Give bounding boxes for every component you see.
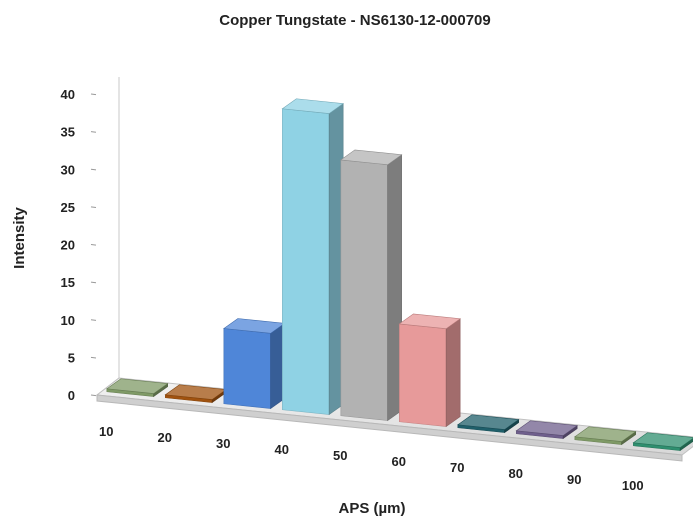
- bar: [457, 414, 520, 434]
- bar-front-face: [282, 108, 330, 415]
- bar: [340, 149, 403, 422]
- bar: [632, 432, 693, 452]
- bar-top-face: [281, 98, 344, 114]
- y-tick-mark: [90, 131, 97, 133]
- bar: [106, 378, 169, 398]
- bar-top-face: [106, 378, 169, 394]
- y-tick-label: 30: [61, 162, 75, 177]
- bar-front-face: [399, 323, 447, 427]
- bar-side-face: [445, 318, 461, 428]
- y-tick-label: 20: [61, 238, 75, 253]
- y-tick-label: 10: [61, 313, 75, 328]
- y-tick-mark: [90, 93, 97, 96]
- x-tick-label: 100: [622, 478, 644, 493]
- chart-floor-edge: [96, 394, 683, 462]
- bar-top-face: [340, 149, 403, 166]
- x-tick-label: 50: [333, 448, 347, 463]
- bar: [164, 384, 227, 404]
- x-tick-label: 70: [450, 460, 464, 475]
- x-tick-label: 40: [275, 442, 289, 457]
- bar: [281, 98, 344, 416]
- y-tick-label: 0: [68, 388, 75, 403]
- y-tick-label: 15: [61, 275, 75, 290]
- y-tick-label: 5: [68, 350, 75, 365]
- bar-front-face: [340, 159, 388, 421]
- x-tick-label: 90: [567, 472, 581, 487]
- x-tick-label: 60: [392, 454, 406, 469]
- bar-top-face: [574, 426, 637, 442]
- y-tick-mark: [90, 206, 97, 208]
- y-tick-mark: [90, 244, 97, 246]
- x-tick-label: 10: [99, 424, 113, 439]
- x-tick-label: 20: [158, 430, 172, 445]
- y-tick-label: 40: [61, 87, 75, 102]
- chart-title: Copper Tungstate - NS6130-12-000709: [219, 12, 491, 29]
- bar-front-face: [223, 328, 271, 409]
- bar-side-face: [679, 438, 693, 452]
- y-tick-mark: [90, 281, 97, 284]
- y-tick-label: 25: [61, 200, 75, 215]
- bar-top-face: [515, 420, 578, 436]
- bar-top-face: [632, 432, 693, 448]
- bar-top-face: [457, 414, 520, 430]
- x-tick-label: 30: [216, 436, 230, 451]
- y-tick-mark: [90, 394, 97, 397]
- y-tick-mark: [90, 319, 97, 321]
- y-tick-label: 35: [61, 125, 75, 140]
- y-axis-label: Intensity: [11, 207, 28, 269]
- bar-top-face: [398, 313, 461, 330]
- bar: [574, 426, 637, 446]
- bar: [223, 318, 286, 410]
- bar: [398, 313, 461, 428]
- x-tick-label: 80: [509, 466, 523, 481]
- x-axis-label: APS (µm): [339, 500, 406, 517]
- y-tick-mark: [90, 356, 97, 359]
- bar: [515, 420, 578, 440]
- y-tick-mark: [90, 168, 97, 171]
